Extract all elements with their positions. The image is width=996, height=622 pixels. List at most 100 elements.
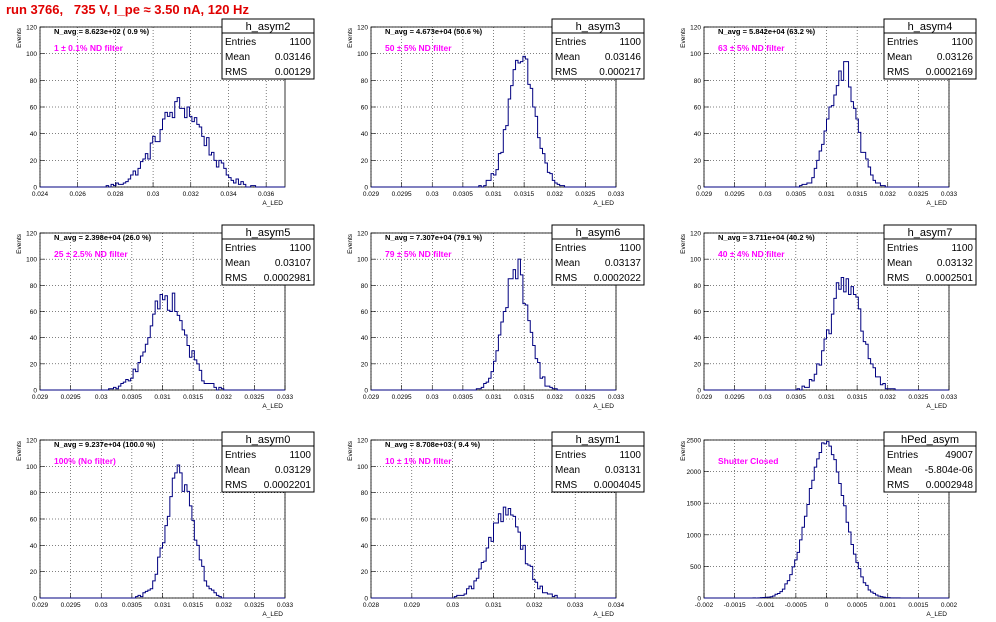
x-tick-label: 0.0305 bbox=[122, 602, 142, 609]
plot-frame bbox=[370, 26, 617, 188]
y-tick-label: 60 bbox=[30, 309, 38, 316]
y-tick-label: 500 bbox=[690, 564, 701, 571]
stats-value: -5.804e-06 bbox=[925, 465, 974, 476]
x-tick-label: 0.029 bbox=[696, 191, 713, 198]
y-tick-label: 0 bbox=[697, 185, 701, 192]
stats-label: Entries bbox=[225, 37, 256, 48]
navg-label: N_avg = 4.673e+04 (50.6 %) bbox=[385, 27, 483, 36]
stats-value: 0.03126 bbox=[937, 52, 974, 63]
stats-value: 0.0002022 bbox=[594, 273, 642, 284]
x-tick-label: 0.03 bbox=[147, 191, 160, 198]
stats-title: hPed_asym bbox=[901, 434, 959, 446]
y-tick-label: 100 bbox=[26, 464, 37, 471]
x-tick-label: 0.0295 bbox=[725, 191, 745, 198]
y-tick-label: 0 bbox=[364, 596, 368, 603]
x-tick-label: 0.0315 bbox=[847, 191, 867, 198]
x-tick-label: 0.032 bbox=[526, 602, 543, 609]
stats-label: RMS bbox=[887, 273, 910, 284]
y-tick-label: 100 bbox=[26, 257, 37, 264]
x-tick-label: 0.03 bbox=[426, 191, 439, 198]
stats-value: 0.03107 bbox=[275, 258, 312, 269]
stats-value: 0.03146 bbox=[605, 52, 642, 63]
y-axis-label: Events bbox=[16, 27, 23, 48]
y-tick-label: 2000 bbox=[687, 469, 702, 476]
x-tick-label: 0.0305 bbox=[453, 191, 473, 198]
y-tick-label: 40 bbox=[361, 131, 369, 138]
y-axis-label: Events bbox=[16, 233, 23, 254]
navg-label: N_avg = 8.623e+02 ( 0.9 %) bbox=[54, 27, 150, 36]
x-tick-label: 0.0015 bbox=[908, 602, 928, 609]
y-tick-label: 80 bbox=[30, 490, 38, 497]
x-tick-label: 0.03 bbox=[426, 394, 439, 401]
y-tick-label: 20 bbox=[361, 361, 369, 368]
stats-label: Entries bbox=[887, 450, 918, 461]
x-axis-label: A_LED bbox=[926, 403, 947, 410]
x-tick-label: 0.032 bbox=[880, 394, 897, 401]
x-tick-label: 0.0315 bbox=[847, 394, 867, 401]
histogram-panel-h_asym2: 0.024 0.026 0.028 0.03 0.032 0.034 0.036 0 20 40 6… bbox=[16, 18, 315, 207]
x-tick-label: 0.0325 bbox=[908, 191, 928, 198]
y-tick-label: 60 bbox=[361, 517, 369, 524]
y-tick-label: 60 bbox=[361, 105, 369, 112]
stats-label: Mean bbox=[225, 465, 250, 476]
plot-frame bbox=[703, 26, 950, 188]
x-tick-label: 0.034 bbox=[220, 191, 237, 198]
x-tick-label: 0.0325 bbox=[575, 191, 595, 198]
stats-box bbox=[221, 224, 315, 286]
x-tick-label: 0.032 bbox=[547, 191, 564, 198]
stats-title: h_asym3 bbox=[576, 21, 621, 33]
stats-value: 1100 bbox=[289, 450, 311, 461]
stats-label: Mean bbox=[887, 52, 912, 63]
y-tick-label: 120 bbox=[690, 25, 701, 32]
x-tick-label: 0.002 bbox=[941, 602, 958, 609]
y-tick-label: 40 bbox=[30, 131, 38, 138]
x-tick-label: 0.0295 bbox=[392, 394, 412, 401]
x-tick-label: 0.029 bbox=[404, 602, 421, 609]
x-tick-label: 0.033 bbox=[277, 394, 294, 401]
x-tick-label: 0.0295 bbox=[61, 602, 81, 609]
navg-label: N_avg = 7.307e+04 (79.1 %) bbox=[385, 233, 483, 242]
y-tick-label: 80 bbox=[694, 283, 702, 290]
x-tick-label: 0.031 bbox=[154, 602, 171, 609]
x-axis-label: A_LED bbox=[593, 403, 614, 410]
y-tick-label: 20 bbox=[694, 361, 702, 368]
x-tick-label: 0.031 bbox=[485, 602, 502, 609]
histogram-line bbox=[704, 61, 949, 188]
x-tick-label: 0.0305 bbox=[453, 394, 473, 401]
stats-title: h_asym7 bbox=[908, 227, 953, 239]
x-tick-label: 0.031 bbox=[154, 394, 171, 401]
stats-label: RMS bbox=[225, 480, 248, 491]
stats-value: 1100 bbox=[289, 37, 311, 48]
histogram-panel-h_asym5: 0.029 0.0295 0.03 0.0305 0.031 0.0315 0.032 0.0… bbox=[16, 224, 315, 410]
y-tick-label: 2500 bbox=[687, 438, 702, 445]
navg-label: N_avg = 3.711e+04 (40.2 %) bbox=[718, 233, 815, 242]
stats-label: Entries bbox=[555, 37, 586, 48]
stats-value: 0.0002948 bbox=[926, 480, 974, 491]
plot-frame bbox=[39, 232, 286, 391]
stats-box bbox=[221, 431, 315, 493]
x-tick-label: 0.0315 bbox=[514, 394, 534, 401]
y-tick-label: 40 bbox=[694, 131, 702, 138]
filter-label: 100% (No filter) bbox=[54, 456, 116, 466]
x-tick-label: 0.028 bbox=[107, 191, 124, 198]
plot-frame bbox=[39, 26, 286, 188]
x-axis-label: A_LED bbox=[262, 403, 283, 410]
y-tick-label: 60 bbox=[30, 105, 38, 112]
x-tick-label: 0.0325 bbox=[575, 394, 595, 401]
x-tick-label: 0.036 bbox=[258, 191, 275, 198]
y-tick-label: 100 bbox=[357, 464, 368, 471]
x-tick-label: 0.0315 bbox=[183, 602, 203, 609]
histogram-panel-h_asym4: 0.029 0.0295 0.03 0.0305 0.031 0.0315 0.032 0.0… bbox=[680, 18, 977, 207]
y-tick-label: 20 bbox=[694, 158, 702, 165]
x-tick-label: 0 bbox=[825, 602, 829, 609]
histogram-line bbox=[371, 506, 616, 599]
stats-label: Entries bbox=[887, 37, 918, 48]
filter-label: 50 ± 5% ND filter bbox=[385, 43, 452, 53]
stats-label: Entries bbox=[225, 450, 256, 461]
histogram-line bbox=[40, 464, 285, 599]
stats-label: Entries bbox=[887, 243, 918, 254]
y-tick-label: 100 bbox=[690, 257, 701, 264]
x-tick-label: 0.03 bbox=[446, 602, 459, 609]
x-tick-label: 0.029 bbox=[32, 602, 49, 609]
histogram-panel-hPed_asym: -0.002 -0.0015 -0.001 -0.0005 0 0.0005 0.001 0.… bbox=[680, 431, 977, 618]
